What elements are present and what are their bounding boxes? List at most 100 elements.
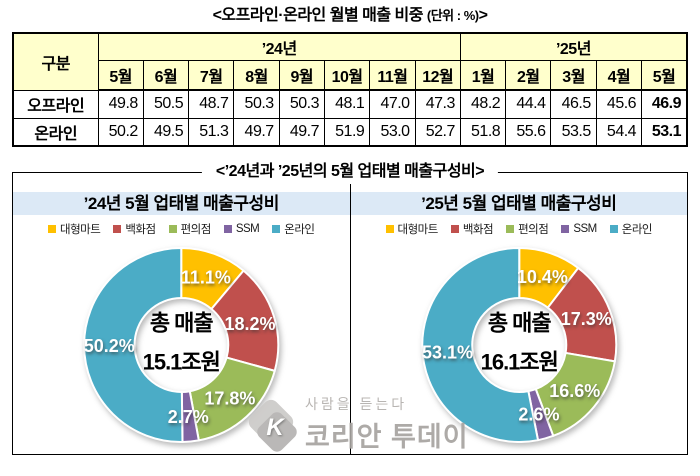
table-month-row: 5월 6월 7월 8월 9월 10월 11월 12월 1월 2월 3월 4월 5월 [13, 60, 688, 91]
value-cell: 51.8 [459, 117, 507, 147]
watermark-tagline: 사람을 듣는다 [305, 396, 408, 412]
month-header: 5월 [97, 60, 144, 91]
value-cell: 49.7 [278, 117, 325, 147]
legend-label: 백화점 [462, 223, 494, 236]
legend-2024: 대형마트 백화점 편의점 SSM 온라인 [13, 221, 350, 236]
legend-label: 대형마트 [60, 223, 101, 236]
legend-2025: 대형마트 백화점 편의점 SSM 온라인 [351, 221, 688, 236]
slice-label: 16.6% [549, 381, 600, 401]
month-header: 11월 [369, 60, 416, 91]
month-header: 1월 [459, 60, 507, 91]
watermark-brand: 코리안 투데이 [305, 422, 469, 452]
donut-chart-2025: 10.4% 17.3% 16.6% 2.6% 53.1% 총 매출 16.1조원 [420, 247, 617, 443]
value-cell: 47.0 [369, 89, 416, 119]
year-group-header: ’25년 [459, 32, 688, 61]
value-cell: 50.2 [97, 117, 144, 147]
panel-2024: ’24년 5월 업태별 매출구성비 대형마트 백화점 편의점 SSM 온라인 11.1%… [13, 173, 350, 454]
legend-swatch [48, 224, 56, 233]
legend-swatch [385, 224, 394, 233]
legend-item: 편의점 [168, 221, 211, 237]
slice-label: 53.1% [422, 342, 473, 362]
table-section-title-close: > [478, 7, 488, 24]
table-body: 오프라인 49.8 50.5 48.7 50.3 50.3 48.1 47.0 47.3 48.2… [12, 89, 688, 147]
legend-swatch [272, 224, 281, 233]
table-head: 구분 ’24년 ’25년 5월 6월 7월 8월 9월 10월 11월 12월 1월 2월 3월 4월 5월 [12, 32, 688, 91]
donut-labels: 10.4% 17.3% 16.6% 2.6% 53.1% 총 매출 16.1조원 [422, 267, 612, 425]
slice-label: 2.7% [168, 407, 209, 427]
donut-labels: 11.1% 18.2% 17.8%2.7% 50.2% 총 매출 15.1조원 [84, 268, 276, 427]
month-header: 8월 [233, 60, 280, 91]
donut-slice-온라인 [83, 246, 184, 443]
legend-item: 백화점 [113, 221, 156, 237]
value-cell: 49.7 [233, 117, 280, 147]
legend-swatch [506, 224, 515, 233]
donut-center-label-line2: 16.1조원 [480, 350, 557, 375]
monthly-sales-table: 구분 ’24년 ’25년 5월 6월 7월 8월 9월 10월 11월 12월 1월 2월 3월 4월 5월 … [12, 32, 688, 147]
slice-label: 2.6% [518, 405, 559, 425]
legend-swatch [561, 224, 570, 233]
value-cell: 48.7 [188, 89, 235, 119]
watermark-text: 사람을 듣는다 코리안 투데이 [305, 394, 469, 454]
value-cell: 49.8 [97, 89, 144, 119]
legend-swatch [113, 224, 122, 233]
value-cell: 47.3 [414, 89, 461, 119]
month-header: 4월 [595, 60, 643, 91]
legend-item: 백화점 [450, 221, 494, 237]
month-header: 6월 [142, 60, 190, 91]
legend-item: 대형마트 [48, 221, 101, 237]
legend-label: 백화점 [125, 223, 156, 236]
donut-box: ’24년 5월 업태별 매출구성비 대형마트 백화점 편의점 SSM 온라인 11.1%… [12, 172, 688, 455]
panel-2025: ’25년 5월 업태별 매출구성비 대형마트 백화점 편의점 SSM 온라인 10.4%… [349, 173, 688, 454]
legend-label: 편의점 [518, 223, 549, 236]
row-label: 오프라인 [12, 89, 99, 119]
slice-label: 10.4% [516, 267, 567, 287]
legend-label: 온라인 [284, 223, 315, 236]
legend-swatch [223, 224, 232, 233]
table-section-title-unit: (단위 : %) [426, 8, 479, 23]
value-cell: 52.7 [414, 117, 461, 147]
table-row: 오프라인 49.8 50.5 48.7 50.3 50.3 48.1 47.0 47.3 48.2… [12, 89, 688, 119]
year-group-header: ’24년 [97, 32, 461, 61]
panel-title-2024: ’24년 5월 업태별 매출구성비 [13, 192, 350, 215]
month-header: 5월 [641, 60, 688, 91]
donut-center-label-line2: 15.1조원 [143, 350, 220, 375]
row-label: 온라인 [12, 117, 99, 147]
legend-label: 대형마트 [397, 223, 439, 236]
slice-label: 17.8% [204, 388, 255, 408]
month-header: 3월 [550, 60, 597, 91]
value-cell: 49.5 [142, 117, 190, 147]
month-header: 10월 [323, 60, 371, 91]
month-header: 2월 [505, 60, 552, 91]
slice-label: 11.1% [181, 268, 231, 288]
month-header: 9월 [278, 60, 325, 91]
korean-today-logo: K [245, 396, 303, 458]
value-cell: 53.5 [550, 117, 597, 147]
legend-swatch [450, 224, 459, 233]
legend-label: SSM [573, 222, 597, 235]
value-cell: 50.5 [142, 89, 190, 119]
donut-section-title: <’24년과 ’25년의 5월 업태별 매출구성비> [201, 160, 499, 184]
value-cell: 53.1 [641, 117, 688, 147]
value-cell: 48.2 [459, 89, 507, 119]
donut-slices [83, 246, 280, 443]
value-cell: 50.3 [233, 89, 280, 119]
legend-swatch [609, 224, 618, 233]
value-cell: 50.3 [278, 89, 325, 119]
slice-label: 17.3% [560, 309, 611, 329]
table-corner-header: 구분 [12, 32, 99, 91]
value-cell: 51.3 [188, 117, 235, 147]
value-cell: 54.4 [595, 117, 643, 147]
donut-center-label-line1: 총 매출 [150, 311, 214, 336]
legend-item: 대형마트 [385, 221, 439, 237]
value-cell: 51.9 [323, 117, 371, 147]
legend-item: SSM [223, 223, 260, 235]
watermark: K 사람을 듣는다 코리안 투데이 [245, 394, 477, 472]
month-header: 7월 [188, 60, 235, 91]
donut-slice-온라인 [420, 247, 539, 443]
legend-swatch [168, 224, 177, 233]
slice-label: 18.2% [225, 314, 276, 334]
donut-center-label-line1: 총 매출 [487, 311, 551, 336]
table-row: 온라인 50.2 49.5 51.3 49.7 49.7 51.9 53.0 52.7 51.8 5… [12, 117, 688, 147]
legend-item: 온라인 [272, 221, 315, 237]
table-section-title: <오프라인·온라인 월별 매출 비중 (단위 : %)> [0, 4, 700, 28]
